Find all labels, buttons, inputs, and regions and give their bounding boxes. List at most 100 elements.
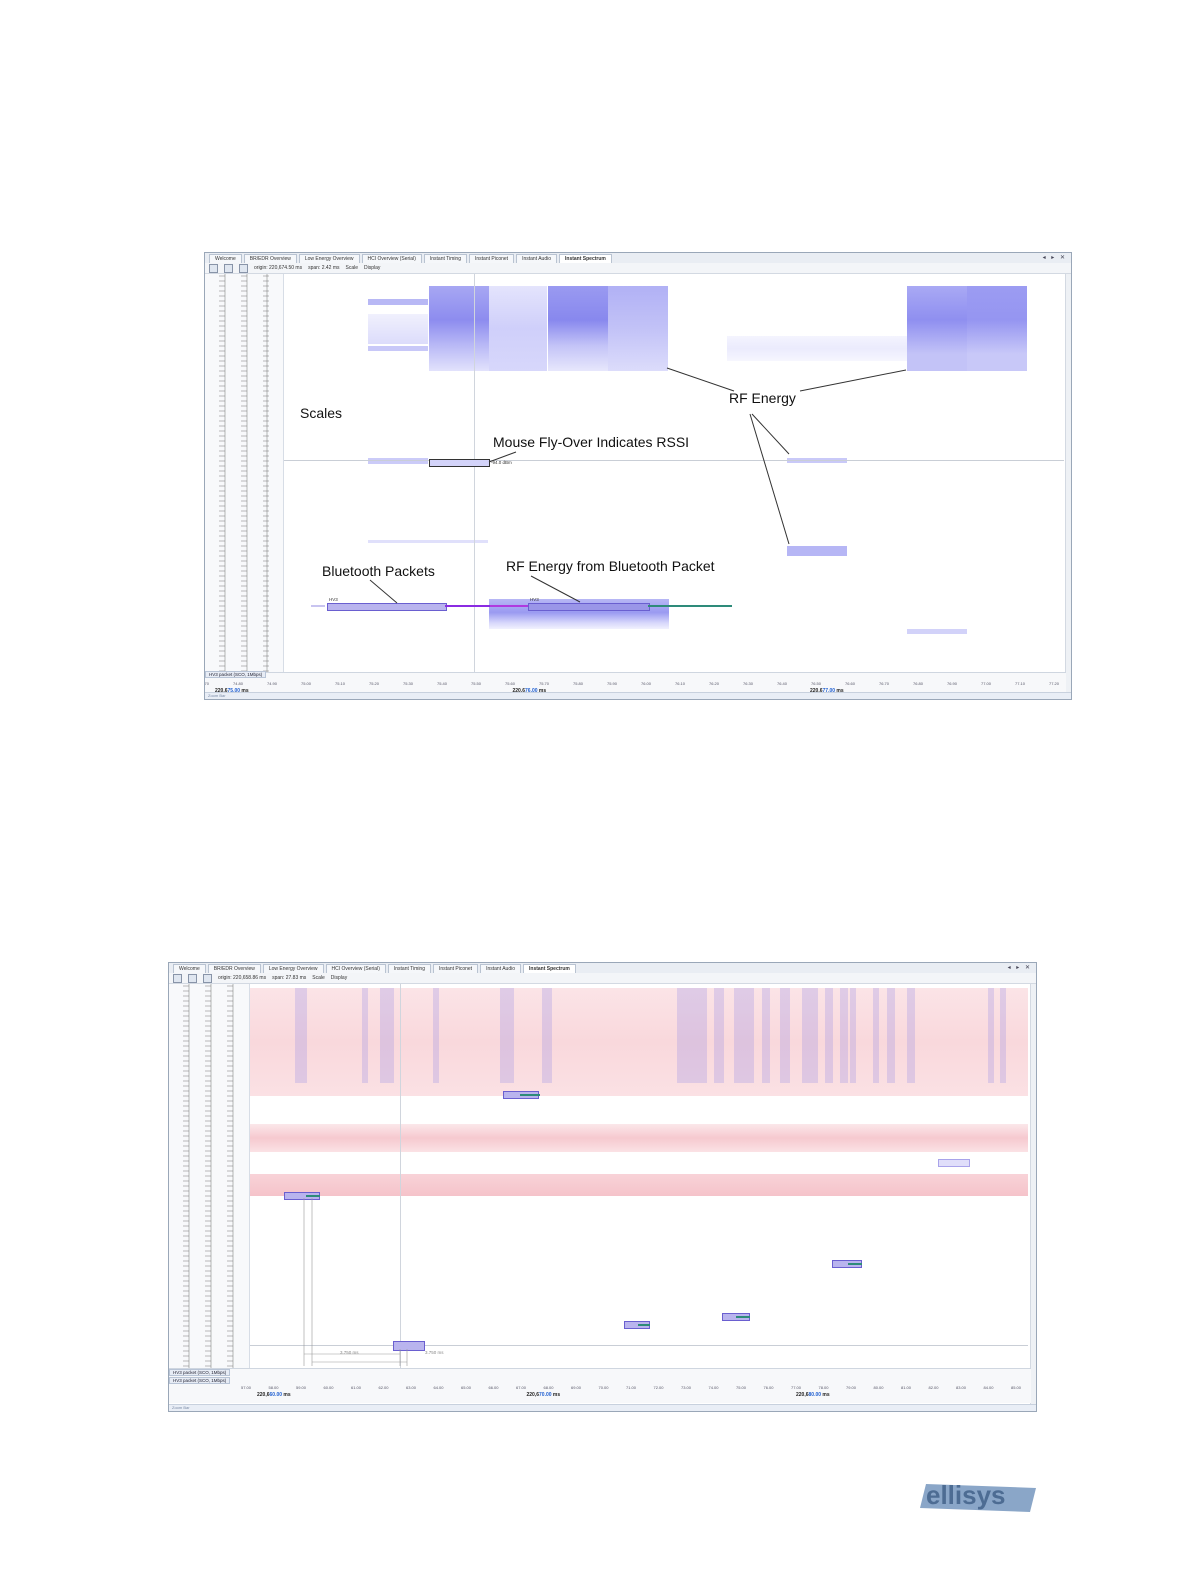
frequency-scales: [205, 274, 284, 674]
axis-tick-label: 60.00: [323, 1385, 334, 1390]
pointer-tool-icon[interactable]: [173, 973, 182, 983]
select-tool-icon[interactable]: [203, 973, 212, 983]
zoom-tool-icon[interactable]: [224, 263, 233, 273]
window-controls[interactable]: ◂ ▸ ✕: [1042, 255, 1067, 261]
tab-instant-audio[interactable]: Instant Audio: [480, 964, 521, 973]
toolbar: origin: 220,674.50 ms span: 2.42 ms Scal…: [205, 263, 1071, 274]
zoom-bar[interactable]: Zoom Bar: [205, 692, 1071, 699]
energy-stripe: [433, 988, 439, 1083]
window-controls[interactable]: ◂ ▸ ✕: [1007, 965, 1032, 971]
energy-stripe: [850, 988, 856, 1083]
energy-stripe: [500, 988, 514, 1083]
display-menu[interactable]: Display: [364, 265, 381, 271]
axis-tick-label: 65.00: [461, 1385, 472, 1390]
top-screenshot: Welcome BR/EDR Overview Low Energy Overv…: [204, 252, 1072, 700]
packet-line: [306, 1195, 320, 1197]
pointer-tool-icon[interactable]: [209, 263, 218, 273]
energy-stripe: [1000, 988, 1006, 1083]
measurement-lines: [303, 1198, 408, 1366]
spectrum-plot[interactable]: -94.0 dBm HV3 HV3 Scales Mouse Fly-Over …: [284, 274, 1064, 672]
wifi-band: [250, 1174, 1028, 1196]
energy-block: [907, 286, 967, 371]
axis-tick-label: 85.00: [1011, 1385, 1022, 1390]
bt-packet[interactable]: [528, 603, 650, 611]
tab-instant-piconet[interactable]: Instant Piconet: [469, 254, 515, 263]
axis-tick-label: 72.00: [653, 1385, 664, 1390]
tab-instant-spectrum[interactable]: Instant Spectrum: [559, 254, 612, 263]
axis-tick-label: 76.50: [811, 681, 822, 686]
tab-hci-overview[interactable]: HCI Overview (Serial): [325, 964, 386, 973]
tab-le-overview[interactable]: Low Energy Overview: [298, 254, 360, 263]
tab-welcome[interactable]: Welcome: [209, 254, 242, 263]
callout-bt-packets: Bluetooth Packets: [322, 563, 435, 579]
tab-bredr-overview[interactable]: BR/EDR Overview: [243, 254, 297, 263]
tab-bredr-overview[interactable]: BR/EDR Overview: [207, 964, 261, 973]
bt-packet[interactable]: [393, 1341, 425, 1351]
zoom-tool-icon[interactable]: [188, 973, 197, 983]
axis-tick-label: 83.00: [956, 1385, 967, 1390]
axis-tick-label: 66.00: [488, 1385, 499, 1390]
axis-tick-label: 75.90: [607, 681, 618, 686]
scale-ticks: [183, 984, 234, 1374]
callout-leaders: [369, 367, 907, 604]
tab-hci-overview[interactable]: HCI Overview (Serial): [361, 254, 422, 263]
tab-instant-timing[interactable]: Instant Timing: [423, 254, 467, 263]
axis-tick-label: 64.00: [433, 1385, 444, 1390]
energy-block: [489, 286, 547, 371]
axis-tick-label: 76.60: [845, 681, 856, 686]
axis-tick-label: 61.00: [351, 1385, 362, 1390]
energy-stripe: [825, 988, 833, 1083]
packet-line: [736, 1316, 750, 1318]
axis-tick-label: 76.10: [675, 681, 686, 686]
packet-line: [490, 605, 528, 607]
axis-major-label: 220,660.00 ms: [257, 1392, 291, 1398]
axis-major-label: 220,676.00 ms: [512, 688, 547, 694]
scale-menu[interactable]: Scale: [345, 265, 359, 271]
spectrum-plot[interactable]: 3.750 ms 3.750 ms: [250, 984, 1028, 1368]
tab-instant-audio[interactable]: Instant Audio: [516, 254, 557, 263]
packet-row-label[interactable]: HV3 packet (SCO, 1Mbps): [169, 1377, 231, 1384]
axis-tick-label: 75.00: [736, 1385, 747, 1390]
vertical-scrollbar[interactable]: [1030, 984, 1036, 1406]
crosshair-vertical: [474, 274, 475, 672]
measure-label: 3.750 ms: [340, 1350, 359, 1355]
axis-tick-label: 76.00: [763, 1385, 774, 1390]
tab-instant-spectrum[interactable]: Instant Spectrum: [523, 964, 576, 973]
select-tool-icon[interactable]: [239, 263, 248, 273]
axis-tick-label: 75.40: [437, 681, 448, 686]
axis-tick-label: 58.00: [268, 1385, 279, 1390]
packet-line: [848, 1263, 862, 1265]
energy-block: [429, 286, 489, 371]
bt-packet[interactable]: [938, 1159, 970, 1167]
axis-tick-label: 71.00: [626, 1385, 637, 1390]
axis-tick-label: 76.70: [879, 681, 890, 686]
axis-tick-label: 76.80: [913, 681, 924, 686]
energy-stripe: [542, 988, 552, 1083]
packet-row-label[interactable]: HV3 packet (SCO, 1Mbps): [169, 1369, 231, 1376]
axis-major-label: 220,675.00 ms: [215, 688, 249, 694]
energy-block: [727, 336, 907, 361]
origin-readout: origin: 220,658.86 ms: [218, 975, 267, 981]
crosshair-horizontal: [284, 460, 1064, 461]
energy-block: [608, 286, 668, 371]
time-axis: HV3 packet (SCO, 1Mbps) 74.70 74.80 74.90 7…: [205, 671, 1066, 694]
bt-packet[interactable]: [327, 603, 447, 611]
packet-line: [445, 605, 490, 607]
crosshair-horizontal: [250, 1345, 1028, 1346]
axis-tick-label: 81.00: [901, 1385, 912, 1390]
energy-stripe: [295, 988, 307, 1083]
energy-block: [368, 540, 488, 543]
tab-instant-piconet[interactable]: Instant Piconet: [433, 964, 479, 973]
energy-stripe: [780, 988, 790, 1083]
tab-welcome[interactable]: Welcome: [173, 964, 206, 973]
vertical-scrollbar[interactable]: [1065, 274, 1071, 694]
tab-le-overview[interactable]: Low Energy Overview: [262, 964, 324, 973]
energy-stripe: [988, 988, 994, 1083]
zoom-bar[interactable]: Zoom Bar: [169, 1404, 1036, 1411]
scale-menu[interactable]: Scale: [312, 975, 325, 981]
tab-instant-timing[interactable]: Instant Timing: [387, 964, 431, 973]
energy-stripe: [380, 988, 394, 1083]
packet-row-label[interactable]: HV3 packet (SCO, 1Mbps): [205, 671, 267, 678]
display-menu[interactable]: Display: [330, 975, 348, 981]
axis-tick-label: 74.80: [233, 681, 244, 686]
